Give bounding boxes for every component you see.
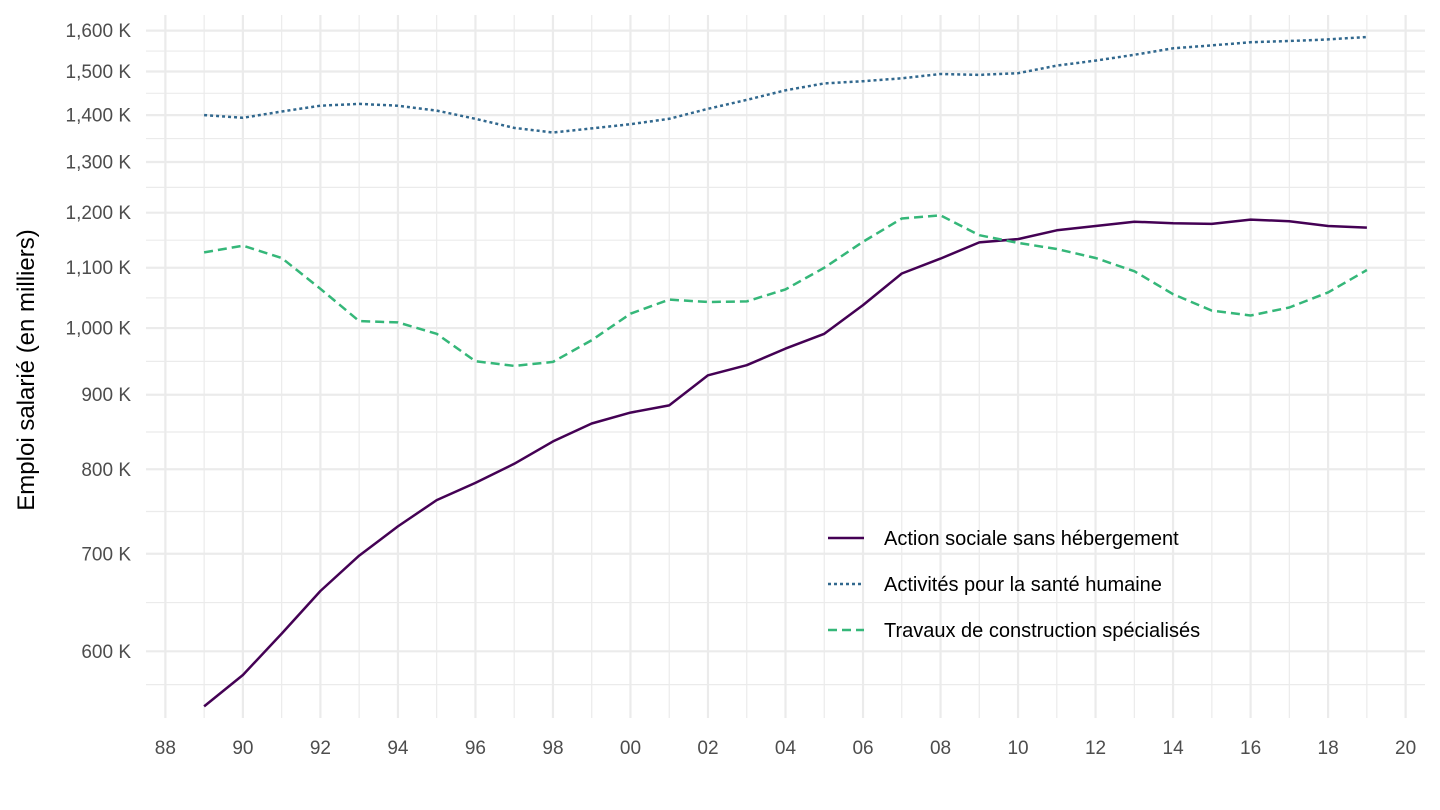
x-tick-label: 14	[1163, 738, 1185, 759]
x-tick-label: 18	[1318, 738, 1339, 759]
x-tick-label: 06	[852, 738, 873, 759]
series-line-3	[203, 214, 1368, 368]
y-tick-label: 600 K	[81, 642, 131, 663]
x-tick-label: 16	[1240, 738, 1261, 759]
x-axis-ticks: 88 90 92 94 96 98 00 02 04 06 08 10 12 14 16 18 20	[155, 738, 1416, 759]
x-tick-label: 04	[775, 738, 797, 759]
grid-lines	[146, 15, 1425, 718]
x-tick-label: 10	[1007, 738, 1028, 759]
legend-label-2: Activités pour la santé humaine	[884, 574, 1162, 596]
y-axis-ticks: 600 K 700 K 800 K 900 K 1,000 K 1,100 K 1,200 …	[66, 21, 132, 663]
x-tick-label: 88	[155, 738, 176, 759]
x-tick-label: 96	[465, 738, 486, 759]
series-line-2	[204, 35, 1367, 134]
y-tick-label: 700 K	[81, 544, 131, 565]
y-tick-label: 1,100 K	[66, 258, 132, 279]
x-tick-label: 08	[930, 738, 951, 759]
legend-label-1: Action sociale sans hébergement	[884, 528, 1179, 550]
y-tick-label: 1,400 K	[66, 106, 132, 127]
y-tick-label: 1,300 K	[66, 153, 132, 174]
x-tick-label: 94	[387, 738, 409, 759]
x-tick-label: 90	[232, 738, 253, 759]
y-tick-label: 800 K	[81, 460, 131, 481]
y-tick-label: 1,000 K	[66, 319, 132, 340]
x-tick-label: 20	[1395, 738, 1416, 759]
legend: Action sociale sans hébergement Activités…	[828, 528, 1200, 642]
x-tick-label: 92	[310, 738, 331, 759]
legend-label-3: Travaux de construction spécialisés	[884, 620, 1200, 642]
y-tick-label: 1,500 K	[66, 62, 132, 83]
x-tick-label: 12	[1085, 738, 1106, 759]
x-tick-label: 00	[620, 738, 641, 759]
x-tick-label: 02	[697, 738, 718, 759]
y-tick-label: 1,600 K	[66, 21, 132, 42]
x-tick-label: 98	[542, 738, 563, 759]
y-tick-label: 900 K	[81, 385, 131, 406]
series-lines	[203, 35, 1368, 708]
y-tick-label: 1,200 K	[66, 203, 132, 224]
series-line-1	[203, 218, 1367, 708]
y-axis-title: Emploi salarié (en milliers)	[13, 229, 40, 510]
